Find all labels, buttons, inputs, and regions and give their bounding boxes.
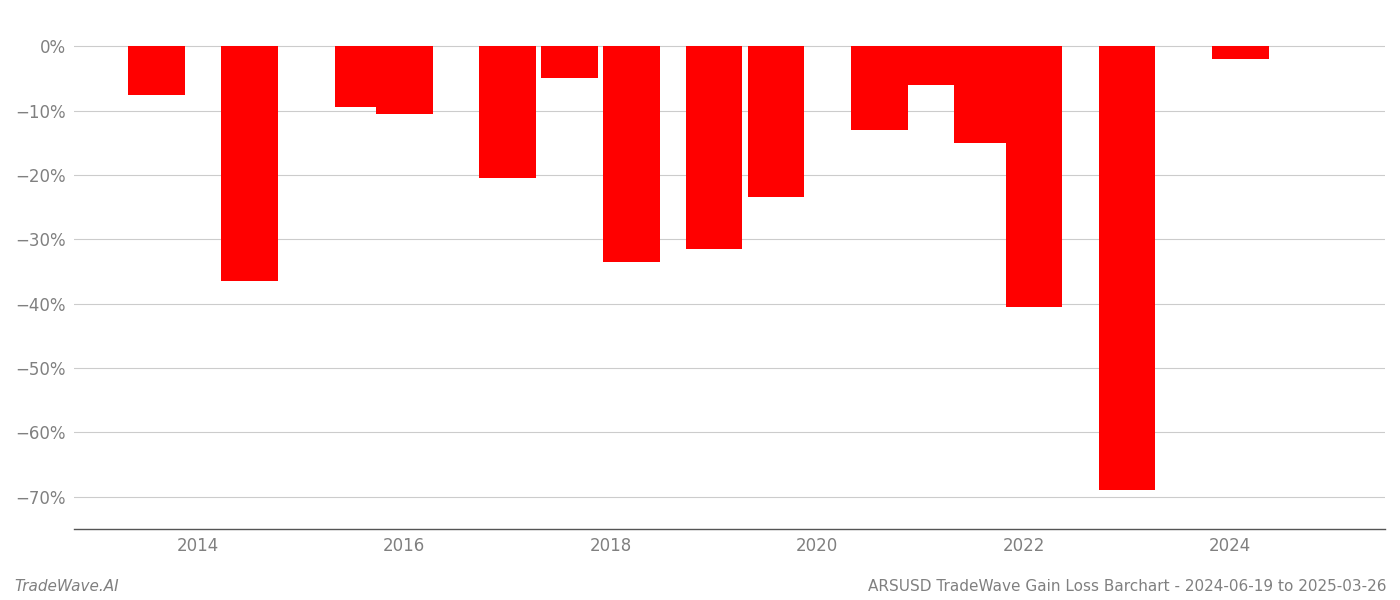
Bar bbox=[903, 46, 959, 85]
Bar bbox=[1005, 46, 1063, 307]
Bar bbox=[748, 46, 805, 197]
Text: TradeWave.AI: TradeWave.AI bbox=[14, 579, 119, 594]
Bar bbox=[603, 46, 659, 262]
Bar bbox=[540, 46, 598, 79]
Bar bbox=[377, 46, 433, 114]
Bar bbox=[851, 46, 907, 130]
Bar bbox=[1099, 46, 1155, 490]
Bar bbox=[953, 46, 1011, 143]
Bar bbox=[335, 46, 392, 107]
Bar bbox=[129, 46, 185, 95]
Bar bbox=[479, 46, 536, 178]
Bar bbox=[221, 46, 277, 281]
Text: ARSUSD TradeWave Gain Loss Barchart - 2024-06-19 to 2025-03-26: ARSUSD TradeWave Gain Loss Barchart - 20… bbox=[868, 579, 1386, 594]
Bar bbox=[1212, 46, 1268, 59]
Bar bbox=[686, 46, 742, 249]
